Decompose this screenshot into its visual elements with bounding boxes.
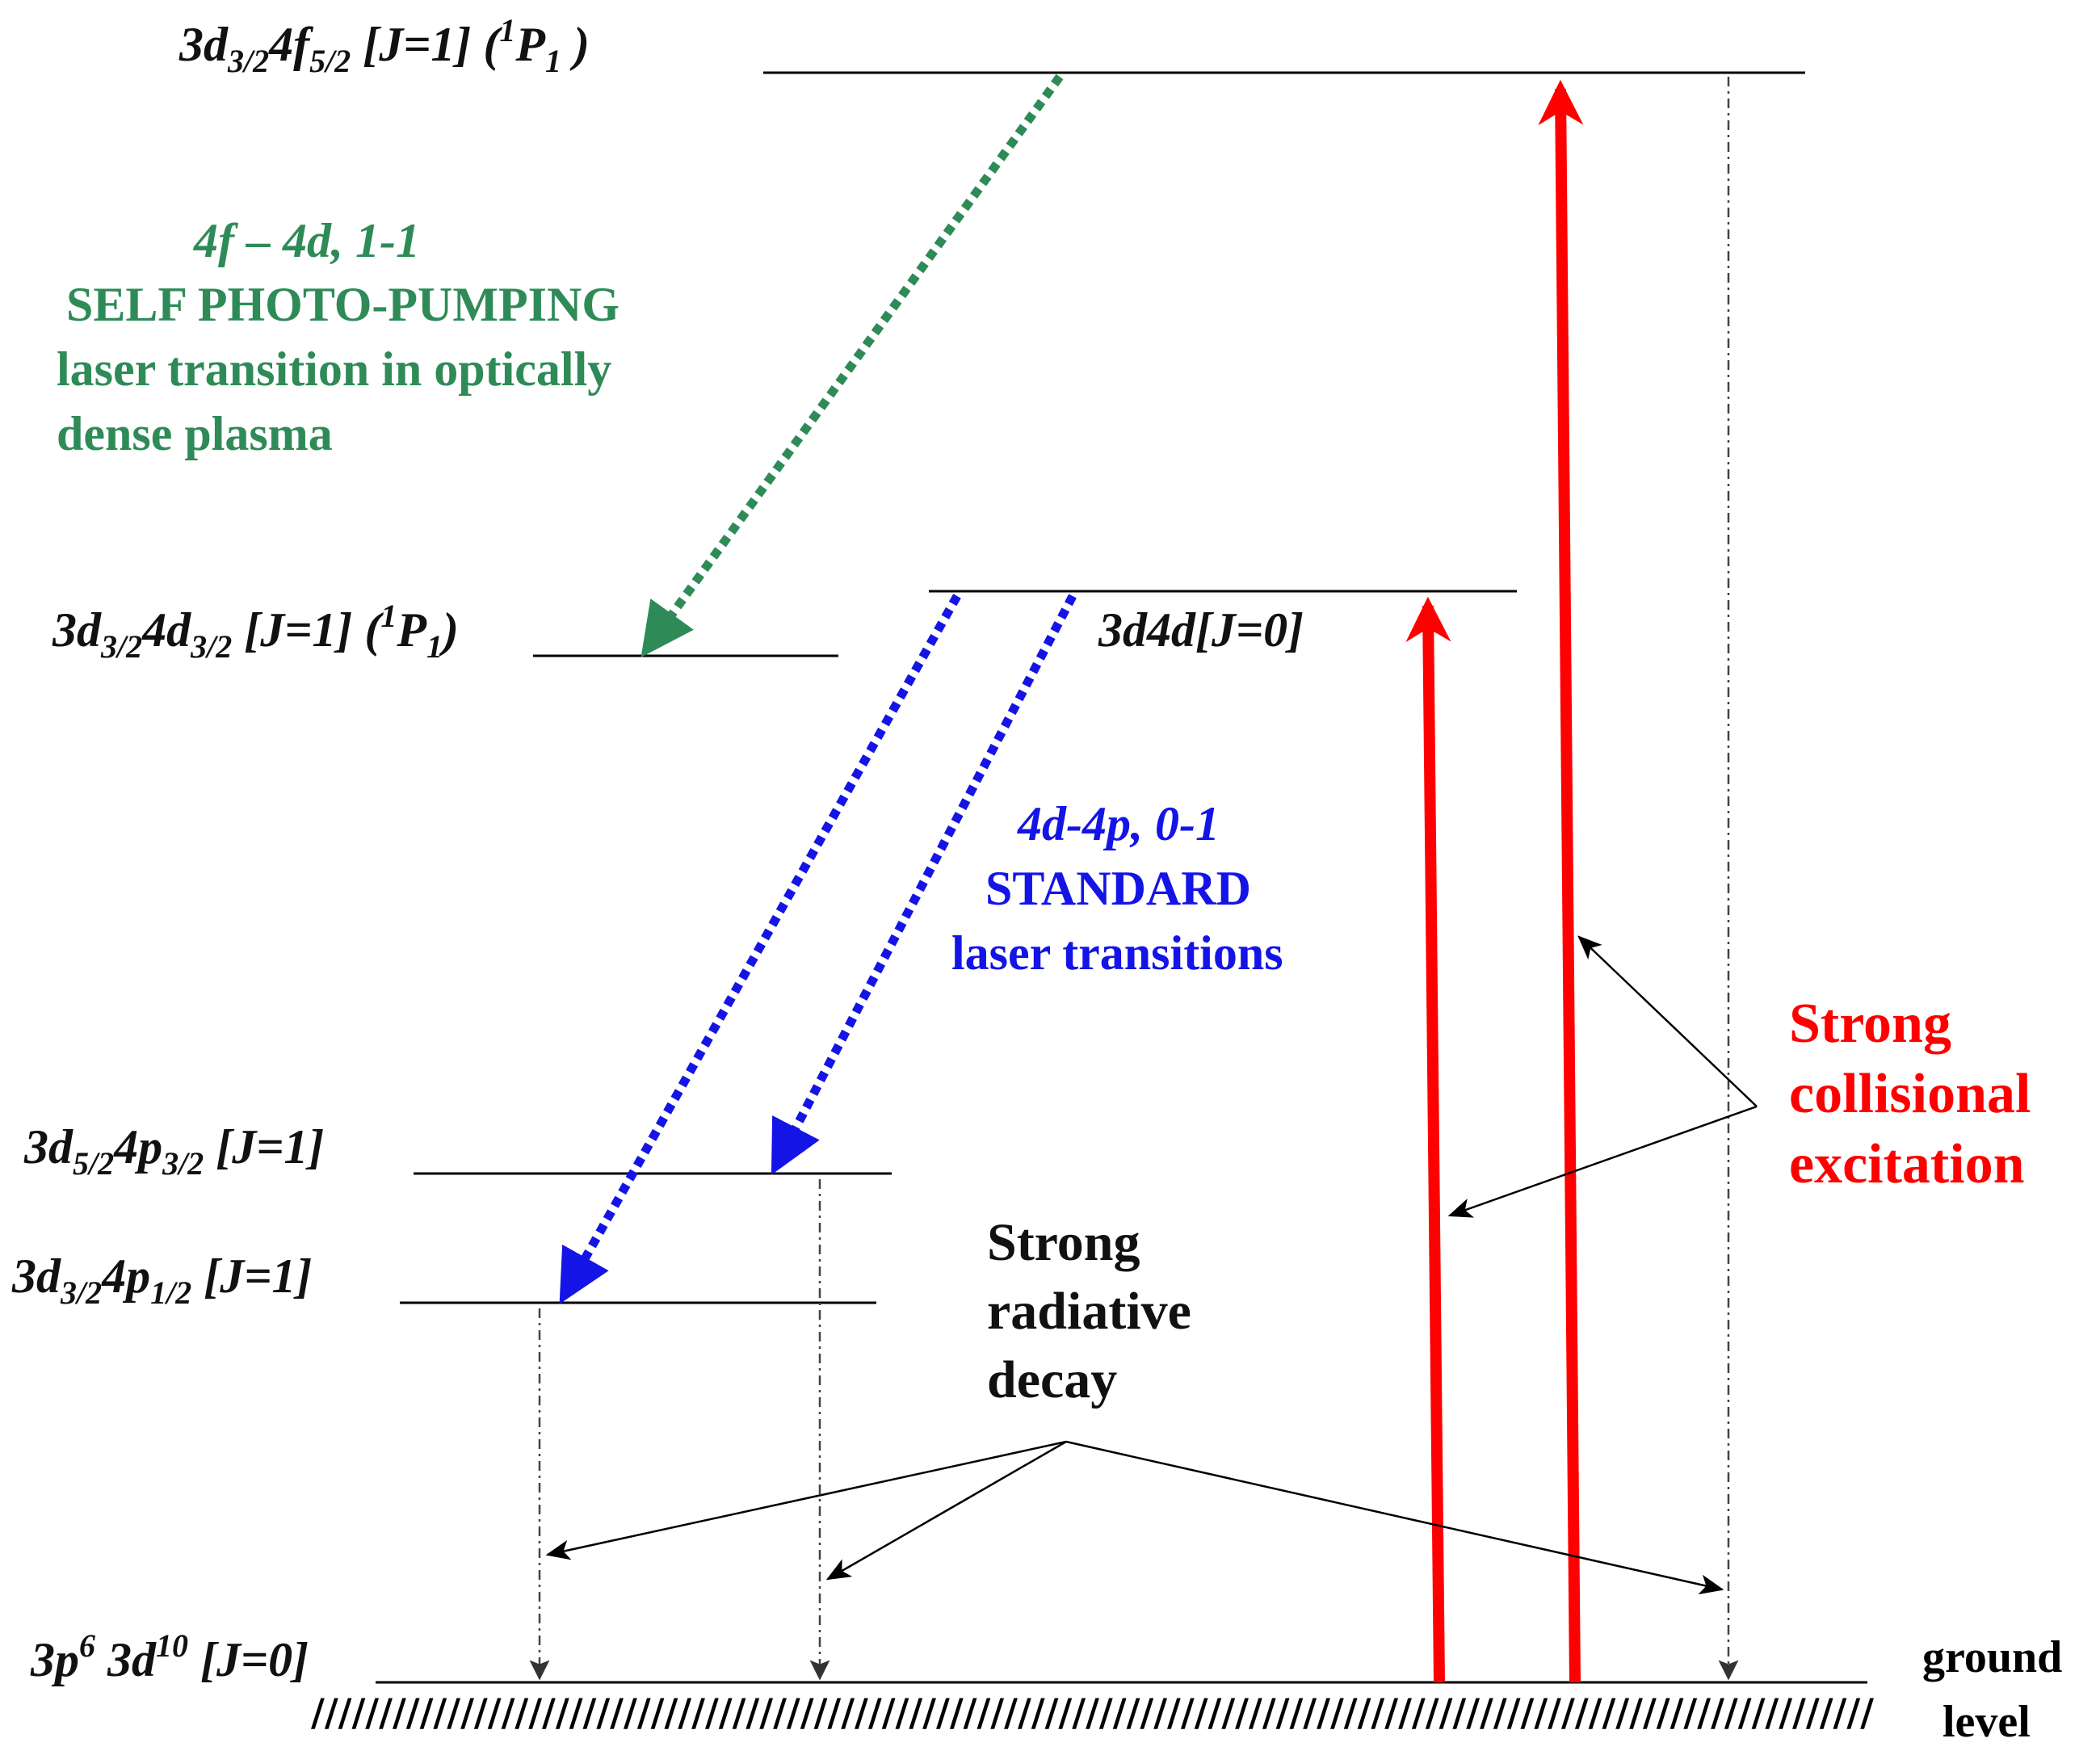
level-4d-j0-label: 3d4d[J=0] [1098,603,1304,657]
radiative-line-1: Strong [987,1213,1140,1272]
self-pumping-line-2: dense plasma [57,407,333,460]
collisional-excitation-arrow-4f [1538,79,1584,1683]
ground-level-label: 3p6 3d10 [J=0] [30,1627,309,1686]
self-pumping-title: 4f – 4d, 1-1 [193,214,420,267]
self-pumping-transition-arrow [640,73,1064,657]
radiative-pointer-4p32 [825,1440,1067,1581]
collisional-pointer-4f [1577,935,1758,1107]
radiative-annotation: Strong radiative decay [987,1213,1191,1409]
collisional-pointer-4d [1447,1105,1758,1218]
standard-transition-arrow-1 [559,594,961,1304]
standard-title: 4d-4p, 0-1 [1017,797,1220,850]
collisional-line-2: collisional [1789,1063,2031,1125]
level-4f-label: 3d3/24f5/2 [J=1] (1P1 ) [178,12,590,79]
standard-annotation: 4d-4p, 0-1 STANDARD laser transitions [951,797,1283,980]
radiative-line-3: decay [987,1350,1117,1409]
standard-heading: STANDARD [985,862,1251,915]
radiative-pointer-4p12 [545,1440,1067,1560]
level-4p12-label: 3d3/24p1/2 [J=1] [11,1249,312,1311]
radiative-pointer-4f [1065,1440,1724,1595]
self-pumping-line-1: laser transition in optically [57,342,611,396]
level-word: level [1942,1697,2031,1747]
collisional-line-1: Strong [1789,993,1951,1055]
collisional-excitation-arrow-4d [1405,596,1451,1683]
radiative-line-2: radiative [987,1282,1191,1341]
collisional-line-3: excitation [1789,1133,2025,1195]
self-pumping-heading: SELF PHOTO-PUMPING [66,278,620,331]
ground-hatching: ////////////////////////////////////////… [311,1691,1875,1738]
level-4p32-label: 3d5/24p3/2 [J=1] [23,1120,324,1182]
level-4d-j1-label: 3d3/24d3/2 [J=1] (1P1) [52,598,459,665]
self-pumping-annotation: 4f – 4d, 1-1 SELF PHOTO-PUMPING laser tr… [57,214,620,460]
collisional-annotation: Strong collisional excitation [1789,993,2031,1195]
standard-line-1: laser transitions [951,926,1283,980]
ground-word: ground [1922,1632,2062,1682]
